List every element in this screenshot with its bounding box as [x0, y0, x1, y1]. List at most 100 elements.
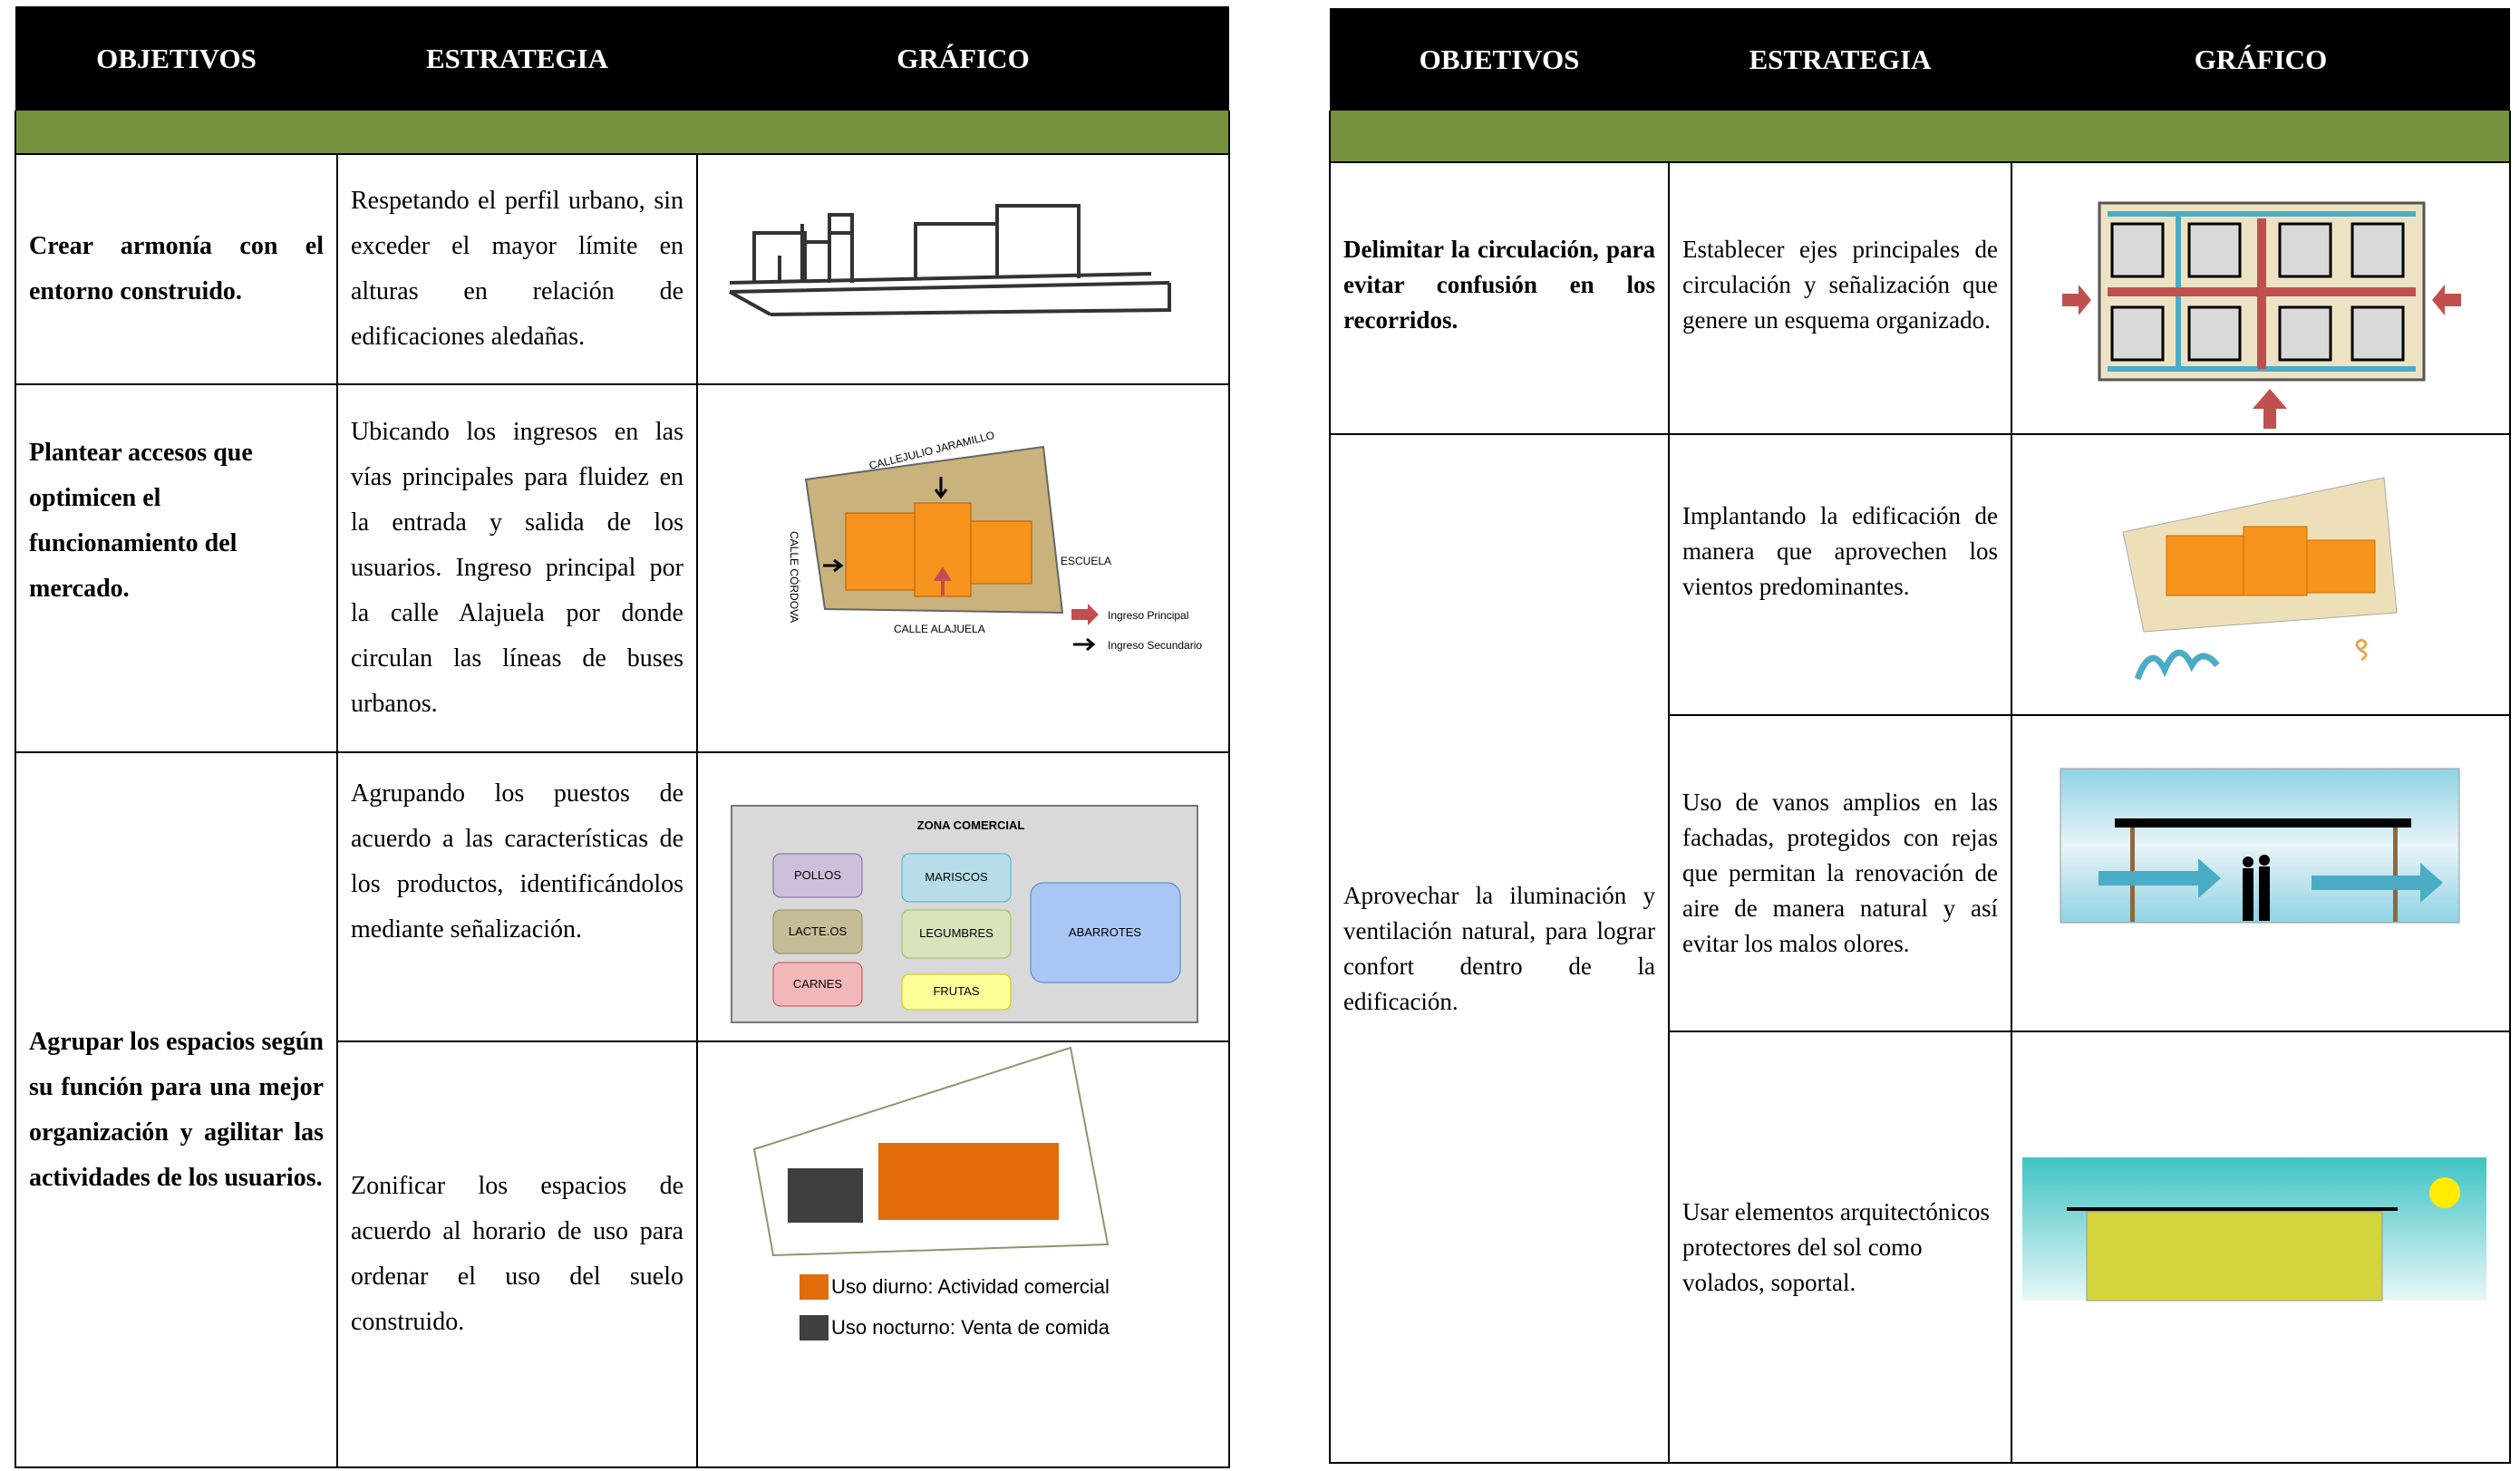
legend-mark: [1071, 604, 1099, 625]
block: [2166, 535, 2244, 596]
strategy: Respetando el perfil urbano, sin exceder…: [336, 153, 698, 385]
zone: [772, 909, 863, 954]
wind-mark: [2355, 638, 2368, 662]
legend-label: Ingreso Secundario: [1108, 639, 1202, 652]
legend-mark: [800, 1274, 829, 1300]
legend-label: Uso diurno: Actividad comercial: [831, 1275, 1110, 1298]
graphic: [2011, 161, 2511, 435]
zone: [901, 853, 1012, 903]
legend-mark: [800, 1315, 829, 1340]
legend-mark: [1073, 637, 1096, 652]
strategy: Uso de vanos amplios en las fachadas, pr…: [1668, 714, 2012, 1032]
legend-label: Ingreso Principal: [1108, 609, 1188, 622]
left-table: OBJETIVOS ESTRATEGIA GRÁFICO Crear armon…: [15, 6, 1230, 1468]
stalls: [2110, 222, 2405, 362]
row: Agrupar los espacios según su función pa…: [15, 751, 1230, 1468]
header-cell: GRÁFICO: [697, 6, 1229, 111]
zoning: ZONA COMERCIAL POLLOS MARISCOS LACTE.OS …: [731, 805, 1198, 1023]
air-arrow: [2312, 863, 2443, 903]
objective-text: Aprovechar la iluminación y ventilación …: [1343, 881, 1655, 1015]
block: [845, 512, 916, 591]
zone: [772, 962, 863, 1007]
legend-label: Uso nocturno: Venta de comida: [831, 1316, 1110, 1339]
zone-title: ZONA COMERCIAL: [917, 818, 1025, 832]
sun-protection: [2022, 1157, 2486, 1302]
header-cell: GRÁFICO: [2011, 8, 2510, 111]
secondary-entry: [823, 558, 844, 573]
schedule: Uso diurno: Actividad comercial Uso noct…: [752, 1046, 1110, 1340]
row: Uso de vanos amplios en las fachadas, pr…: [1330, 714, 2511, 1032]
night-area: [788, 1168, 863, 1223]
objective: Crear armonía con el entorno construido.: [15, 153, 338, 385]
header-cell: ESTRATEGIA: [1669, 8, 2011, 111]
sun: [2429, 1177, 2460, 1208]
band: [1329, 111, 2511, 162]
graphic: [2011, 433, 2511, 716]
zone-label: LACTE.OS: [789, 924, 848, 938]
strategy: Ubicando los ingresos en las vías princi…: [336, 383, 698, 753]
right-table: OBJETIVOS ESTRATEGIA GRÁFICO Delimitar l…: [1329, 8, 2511, 1464]
objective: Aprovechar la iluminación y ventilación …: [1329, 433, 1670, 1464]
people: [2243, 855, 2270, 921]
zone-label: LEGUMBRES: [919, 926, 993, 940]
strategy: Establecer ejes principales de circulaci…: [1668, 161, 2012, 435]
graphic: [2011, 1031, 2511, 1464]
graphic: Uso diurno: Actividad comercial Uso noct…: [696, 1040, 1230, 1468]
zone: [901, 909, 1012, 959]
strategy: Zonificar los espacios de acuerdo al hor…: [336, 1040, 698, 1468]
objective-text: Delimitar la circulación, para evitar co…: [1343, 236, 1655, 334]
objective-text: Agrupar los espacios según su función pa…: [29, 1027, 324, 1192]
band: [15, 111, 1230, 154]
overhang: [2067, 1207, 2398, 1211]
header-row: OBJETIVOS ESTRATEGIA GRÁFICO: [15, 6, 1229, 111]
air-arrow: [2098, 858, 2221, 898]
zone-label: ABARROTES: [1069, 925, 1142, 939]
main-entry: [934, 566, 952, 595]
street-label: CALLE ALAJUELA: [894, 623, 985, 635]
circulation: [2062, 201, 2461, 429]
header-cell: OBJETIVOS: [1330, 8, 1669, 111]
green-band: [1329, 111, 2511, 162]
building: [2086, 1211, 2383, 1302]
green-band: [15, 111, 1230, 154]
zone-label: POLLOS: [794, 868, 841, 882]
strategy: Usar elementos arquitectónicos protector…: [1668, 1031, 2012, 1464]
zone-label: FRUTAS: [933, 984, 979, 998]
header-cell: ESTRATEGIA: [337, 6, 697, 111]
strategy: Agrupando los puestos de acuerdo a las c…: [336, 751, 698, 1042]
block: [2243, 526, 2308, 596]
strategy: Implantando la edificación de manera que…: [1668, 433, 2012, 716]
lot: [752, 1046, 1110, 1257]
row: Delimitar la circulación, para evitar co…: [1329, 161, 2511, 435]
column: [2393, 827, 2398, 922]
block: [2306, 539, 2376, 594]
roof: [2115, 818, 2411, 827]
objective: Plantear accesos que optimicen el funcio…: [15, 383, 338, 753]
objective-text: Crear armonía con el entorno construido.: [29, 232, 324, 305]
massing-sketch: [729, 204, 1171, 316]
zone-label: CARNES: [793, 977, 843, 991]
arrow: [2253, 389, 2287, 429]
graphic: [696, 153, 1230, 385]
graphic: ZONA COMERCIAL POLLOS MARISCOS LACTE.OS …: [696, 751, 1230, 1042]
secondary-entry: [934, 477, 948, 499]
site-plan: CALLEJULIO JARAMILLO CALLE CÓRDOVA CALLE…: [788, 429, 1202, 652]
arrow: [2062, 285, 2091, 315]
day-area: [878, 1143, 1059, 1220]
row: Zonificar los espacios de acuerdo al hor…: [15, 1040, 1230, 1468]
row: Aprovechar la iluminación y ventilación …: [1329, 433, 2511, 1464]
wind-mark: [2134, 649, 2220, 681]
row: Crear armonía con el entorno construido.…: [15, 153, 1230, 385]
facade: [2060, 768, 2460, 924]
street-label: CALLE CÓRDOVA: [788, 531, 801, 623]
objective: Delimitar la circulación, para evitar co…: [1329, 161, 1670, 435]
arrow: [2432, 285, 2461, 315]
objective: Agrupar los espacios según su función pa…: [15, 751, 338, 1468]
header-row: OBJETIVOS ESTRATEGIA GRÁFICO: [1330, 8, 2510, 111]
graphic: CALLEJULIO JARAMILLO CALLE CÓRDOVA CALLE…: [696, 383, 1230, 753]
wind: [2122, 477, 2398, 681]
place-label: ESCUELA: [1061, 555, 1111, 567]
zone-label: MARISCOS: [925, 870, 988, 884]
